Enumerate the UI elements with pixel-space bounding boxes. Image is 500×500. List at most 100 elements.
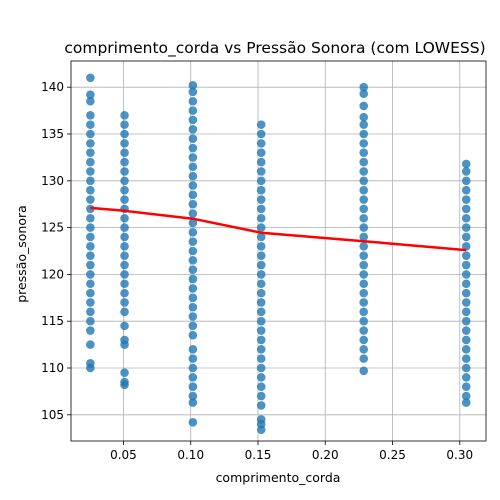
data-point — [120, 111, 129, 120]
data-point — [120, 223, 129, 232]
data-point — [86, 97, 95, 106]
data-point — [462, 261, 471, 270]
data-point — [257, 130, 266, 139]
data-point — [120, 298, 129, 307]
data-point — [189, 265, 198, 274]
data-point — [257, 223, 266, 232]
data-point — [86, 195, 95, 204]
data-point — [189, 303, 198, 312]
axes — [67, 61, 486, 445]
data-point — [86, 130, 95, 139]
data-point — [359, 158, 368, 167]
data-point — [189, 191, 198, 200]
data-point — [189, 382, 198, 391]
data-point — [86, 120, 95, 129]
data-point — [257, 195, 266, 204]
data-point — [257, 289, 266, 298]
data-point — [462, 195, 471, 204]
x-tick-label: 0.30 — [446, 448, 473, 462]
data-point — [86, 223, 95, 232]
data-point — [462, 186, 471, 195]
data-point — [189, 237, 198, 246]
data-point — [359, 214, 368, 223]
data-point — [86, 270, 95, 279]
data-point — [359, 205, 368, 214]
data-point — [462, 279, 471, 288]
data-point — [257, 148, 266, 157]
data-point — [120, 130, 129, 139]
data-point — [462, 317, 471, 326]
data-point — [257, 298, 266, 307]
y-tick-label: 105 — [41, 408, 64, 422]
data-point — [257, 308, 266, 317]
data-point — [462, 251, 471, 260]
plot-frame — [71, 61, 486, 441]
data-point — [86, 139, 95, 148]
data-point — [120, 381, 129, 390]
data-point — [462, 326, 471, 335]
data-point — [359, 148, 368, 157]
data-point — [462, 345, 471, 354]
data-point — [359, 89, 368, 98]
data-point — [257, 279, 266, 288]
data-point — [120, 308, 129, 317]
data-point — [189, 97, 198, 106]
data-point — [359, 251, 368, 260]
data-point — [120, 233, 129, 242]
data-point — [120, 139, 129, 148]
data-point — [257, 373, 266, 382]
data-point — [86, 148, 95, 157]
data-point — [189, 398, 198, 407]
data-point — [257, 251, 266, 260]
data-point — [189, 172, 198, 181]
data-point — [86, 74, 95, 83]
data-point — [86, 308, 95, 317]
data-point — [120, 242, 129, 251]
data-point — [359, 326, 368, 335]
data-point — [257, 336, 266, 345]
data-point — [462, 214, 471, 223]
data-point — [257, 345, 266, 354]
data-point — [189, 322, 198, 331]
data-point — [120, 195, 129, 204]
data-point — [257, 364, 266, 373]
data-point — [120, 251, 129, 260]
data-point — [120, 214, 129, 223]
data-point — [257, 392, 266, 401]
data-point — [462, 336, 471, 345]
data-point — [189, 364, 198, 373]
data-point — [462, 289, 471, 298]
data-point — [120, 167, 129, 176]
chart-title: comprimento_corda vs Pressão Sonora (com… — [64, 39, 485, 58]
data-point — [462, 364, 471, 373]
data-point — [120, 270, 129, 279]
data-point — [359, 242, 368, 251]
data-point — [120, 120, 129, 129]
data-point — [359, 195, 368, 204]
data-point — [86, 289, 95, 298]
data-point — [120, 368, 129, 377]
data-point — [257, 177, 266, 186]
data-point — [359, 102, 368, 111]
data-point — [359, 113, 368, 122]
data-point — [359, 298, 368, 307]
data-point — [120, 322, 129, 331]
x-tick-label: 0.20 — [312, 448, 339, 462]
data-point — [189, 228, 198, 237]
data-point — [257, 120, 266, 129]
data-point — [86, 279, 95, 288]
data-point — [120, 289, 129, 298]
y-tick-label: 115 — [41, 314, 64, 328]
data-point — [462, 398, 471, 407]
data-point — [189, 153, 198, 162]
data-point — [359, 223, 368, 232]
data-point — [462, 382, 471, 391]
data-point — [462, 205, 471, 214]
data-point — [86, 364, 95, 373]
data-point — [257, 425, 266, 434]
data-point — [86, 242, 95, 251]
data-point — [359, 308, 368, 317]
data-point — [257, 270, 266, 279]
x-tick-label: 0.05 — [110, 448, 137, 462]
data-point — [257, 354, 266, 363]
